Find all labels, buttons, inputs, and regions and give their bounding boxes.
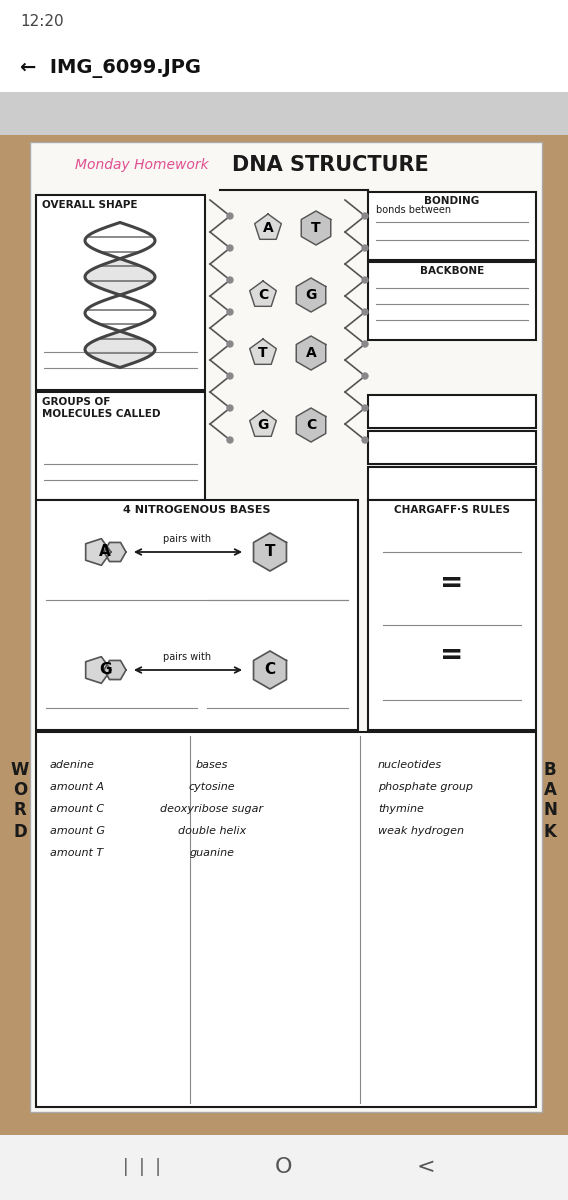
Text: =: = — [440, 569, 463, 596]
Circle shape — [362, 277, 368, 283]
Text: C: C — [258, 288, 268, 302]
Circle shape — [227, 437, 233, 443]
Polygon shape — [104, 660, 126, 679]
FancyBboxPatch shape — [368, 500, 536, 730]
Text: T: T — [258, 346, 268, 360]
Text: A: A — [306, 346, 316, 360]
Polygon shape — [253, 650, 286, 689]
FancyBboxPatch shape — [36, 392, 205, 500]
Circle shape — [227, 341, 233, 347]
Text: G: G — [99, 662, 111, 678]
Circle shape — [362, 308, 368, 314]
Text: C: C — [265, 662, 275, 678]
Text: amount A: amount A — [50, 782, 104, 792]
Text: G: G — [306, 288, 317, 302]
Circle shape — [362, 404, 368, 410]
Text: BACKBONE: BACKBONE — [420, 266, 484, 276]
Polygon shape — [296, 336, 325, 370]
Text: N: N — [543, 802, 557, 818]
Text: D: D — [13, 823, 27, 841]
Circle shape — [227, 214, 233, 218]
Text: R: R — [14, 802, 26, 818]
Text: ←  IMG_6099.JPG: ← IMG_6099.JPG — [20, 60, 201, 78]
FancyBboxPatch shape — [36, 732, 536, 1106]
Circle shape — [227, 245, 233, 251]
Polygon shape — [253, 533, 286, 571]
Polygon shape — [301, 211, 331, 245]
FancyBboxPatch shape — [36, 500, 358, 730]
FancyBboxPatch shape — [0, 1135, 568, 1200]
Text: cytosine: cytosine — [189, 782, 235, 792]
Text: CHARGAFF·S RULES: CHARGAFF·S RULES — [394, 505, 510, 515]
Text: nucleotides: nucleotides — [378, 760, 442, 770]
Text: <: < — [417, 1157, 435, 1177]
FancyBboxPatch shape — [0, 0, 568, 44]
Text: adenine: adenine — [50, 760, 95, 770]
Polygon shape — [250, 410, 276, 437]
Circle shape — [362, 214, 368, 218]
Text: |  |  |: | | | — [123, 1158, 161, 1176]
Circle shape — [227, 404, 233, 410]
Text: bases: bases — [196, 760, 228, 770]
Text: amount C: amount C — [50, 804, 104, 814]
Polygon shape — [250, 338, 276, 365]
Text: G: G — [257, 418, 269, 432]
Polygon shape — [254, 214, 281, 239]
Text: A: A — [262, 221, 273, 235]
Text: pairs with: pairs with — [164, 652, 211, 662]
Polygon shape — [250, 281, 276, 306]
Text: T: T — [311, 221, 321, 235]
Text: O: O — [275, 1157, 293, 1177]
Text: weak hydrogen: weak hydrogen — [378, 826, 464, 836]
Text: pairs with: pairs with — [164, 534, 211, 544]
FancyBboxPatch shape — [0, 92, 568, 134]
Text: K: K — [544, 823, 557, 841]
Circle shape — [362, 437, 368, 443]
Text: W: W — [11, 761, 29, 779]
Text: GROUPS OF
MOLECULES CALLED: GROUPS OF MOLECULES CALLED — [42, 397, 161, 419]
FancyBboxPatch shape — [0, 134, 568, 1135]
FancyBboxPatch shape — [368, 262, 536, 340]
Circle shape — [362, 373, 368, 379]
Text: phosphate group: phosphate group — [378, 782, 473, 792]
Text: T: T — [265, 545, 275, 559]
Text: guanine: guanine — [190, 848, 235, 858]
Polygon shape — [86, 539, 111, 565]
Text: bonds between: bonds between — [376, 205, 451, 215]
Text: =: = — [440, 641, 463, 670]
Text: A: A — [544, 781, 557, 799]
FancyBboxPatch shape — [368, 467, 536, 500]
Circle shape — [362, 341, 368, 347]
Polygon shape — [296, 278, 325, 312]
Text: amount T: amount T — [50, 848, 103, 858]
Polygon shape — [296, 408, 325, 442]
Text: double helix: double helix — [178, 826, 246, 836]
FancyBboxPatch shape — [368, 431, 536, 464]
Text: O: O — [13, 781, 27, 799]
Text: amount G: amount G — [50, 826, 105, 836]
FancyBboxPatch shape — [30, 142, 542, 1112]
Text: thymine: thymine — [378, 804, 424, 814]
Circle shape — [227, 308, 233, 314]
Text: B: B — [544, 761, 556, 779]
FancyBboxPatch shape — [368, 395, 536, 428]
FancyBboxPatch shape — [36, 194, 205, 390]
Text: Monday Homework: Monday Homework — [75, 158, 208, 172]
Text: A: A — [99, 545, 111, 559]
Text: BONDING: BONDING — [424, 196, 479, 206]
Text: DNA STRUCTURE: DNA STRUCTURE — [232, 155, 428, 175]
Text: 12:20: 12:20 — [20, 14, 64, 30]
FancyBboxPatch shape — [368, 192, 536, 260]
Circle shape — [227, 373, 233, 379]
Circle shape — [227, 277, 233, 283]
Circle shape — [362, 245, 368, 251]
Polygon shape — [86, 656, 111, 683]
Text: 4 NITROGENOUS BASES: 4 NITROGENOUS BASES — [123, 505, 271, 515]
Text: C: C — [306, 418, 316, 432]
Text: OVERALL SHAPE: OVERALL SHAPE — [42, 200, 137, 210]
Text: deoxyribose sugar: deoxyribose sugar — [160, 804, 264, 814]
FancyBboxPatch shape — [0, 44, 568, 92]
Polygon shape — [104, 542, 126, 562]
